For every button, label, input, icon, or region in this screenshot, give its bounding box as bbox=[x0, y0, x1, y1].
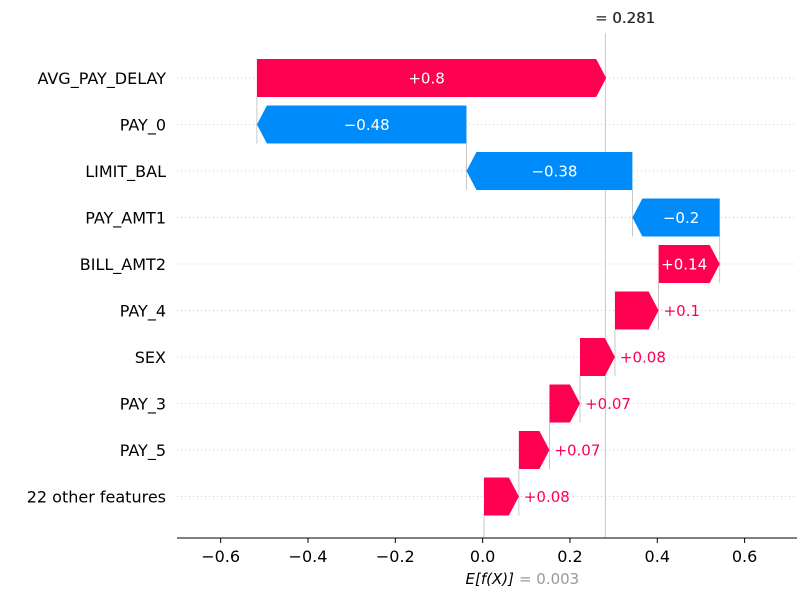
feature-bar bbox=[614, 291, 659, 330]
base-value-math-label: E[f(X)] bbox=[465, 570, 514, 588]
feature-label: LIMIT_BAL bbox=[85, 162, 166, 182]
feature-label: PAY_AMT1 bbox=[85, 209, 166, 229]
x-tick-label: −0.2 bbox=[376, 547, 415, 566]
bar-value-label: +0.07 bbox=[585, 395, 631, 413]
bar-value-label: +0.08 bbox=[524, 488, 570, 506]
x-tick-label: 0.6 bbox=[732, 547, 757, 566]
feature-bar bbox=[466, 152, 633, 190]
feature-label: 22 other features bbox=[27, 488, 166, 507]
x-tick-label: 0.4 bbox=[645, 547, 670, 566]
feature-label: SEX bbox=[135, 348, 166, 367]
feature-label: BILL_AMT2 bbox=[80, 255, 166, 275]
feature-labels: AVG_PAY_DELAY PAY_0 LIMIT_BAL PAY_AMT1 BILL_… bbox=[27, 69, 166, 507]
feature-label: PAY_3 bbox=[120, 395, 166, 415]
feature-label: PAY_0 bbox=[120, 116, 166, 136]
bar-value-label: −0.48 bbox=[344, 116, 390, 134]
bar-value-label: −0.38 bbox=[531, 163, 577, 181]
final-value-labels: 0.281= 0.281 bbox=[595, 9, 655, 27]
feature-bar bbox=[256, 105, 467, 144]
feature-bar bbox=[632, 198, 720, 237]
final-value-ghost-label: 0.281 bbox=[612, 9, 655, 27]
x-tick-label: 0.0 bbox=[470, 547, 495, 566]
bar-value-label: +0.07 bbox=[554, 442, 600, 460]
bar-connectors bbox=[256, 97, 721, 516]
feature-bar bbox=[580, 338, 615, 376]
bar-value-label: −0.2 bbox=[663, 209, 699, 227]
feature-label: PAY_5 bbox=[120, 441, 166, 461]
x-axis: −0.6 −0.4 −0.2 0.0 0.2 0.4 0.6 bbox=[177, 537, 797, 566]
base-value-label: = 0.003 bbox=[519, 570, 579, 588]
feature-bar bbox=[518, 431, 550, 469]
bar-value-label: +0.14 bbox=[661, 256, 707, 274]
feature-bar bbox=[483, 477, 519, 516]
bar-value-label: +0.1 bbox=[664, 302, 700, 320]
x-tick-label: 0.2 bbox=[557, 547, 582, 566]
final-value-label: = 0.281 bbox=[595, 9, 655, 27]
feature-bar bbox=[256, 59, 607, 97]
feature-bar bbox=[658, 245, 720, 283]
bar-value-label: +0.08 bbox=[620, 349, 666, 367]
feature-label: PAY_4 bbox=[120, 302, 166, 322]
feature-bars: +0.8 −0.48 −0.38 −0.2 +0.14 +0.1 +0.08 +0.07 +0.… bbox=[256, 59, 720, 516]
x-tick-label: −0.6 bbox=[201, 547, 240, 566]
x-tick-label: −0.4 bbox=[289, 547, 328, 566]
feature-label: AVG_PAY_DELAY bbox=[37, 69, 166, 89]
bar-value-label: +0.8 bbox=[408, 70, 444, 88]
reference-lines bbox=[483, 33, 606, 538]
feature-bar bbox=[549, 384, 580, 423]
base-value-labels: E[f(X)] = 0.003 bbox=[465, 570, 579, 588]
